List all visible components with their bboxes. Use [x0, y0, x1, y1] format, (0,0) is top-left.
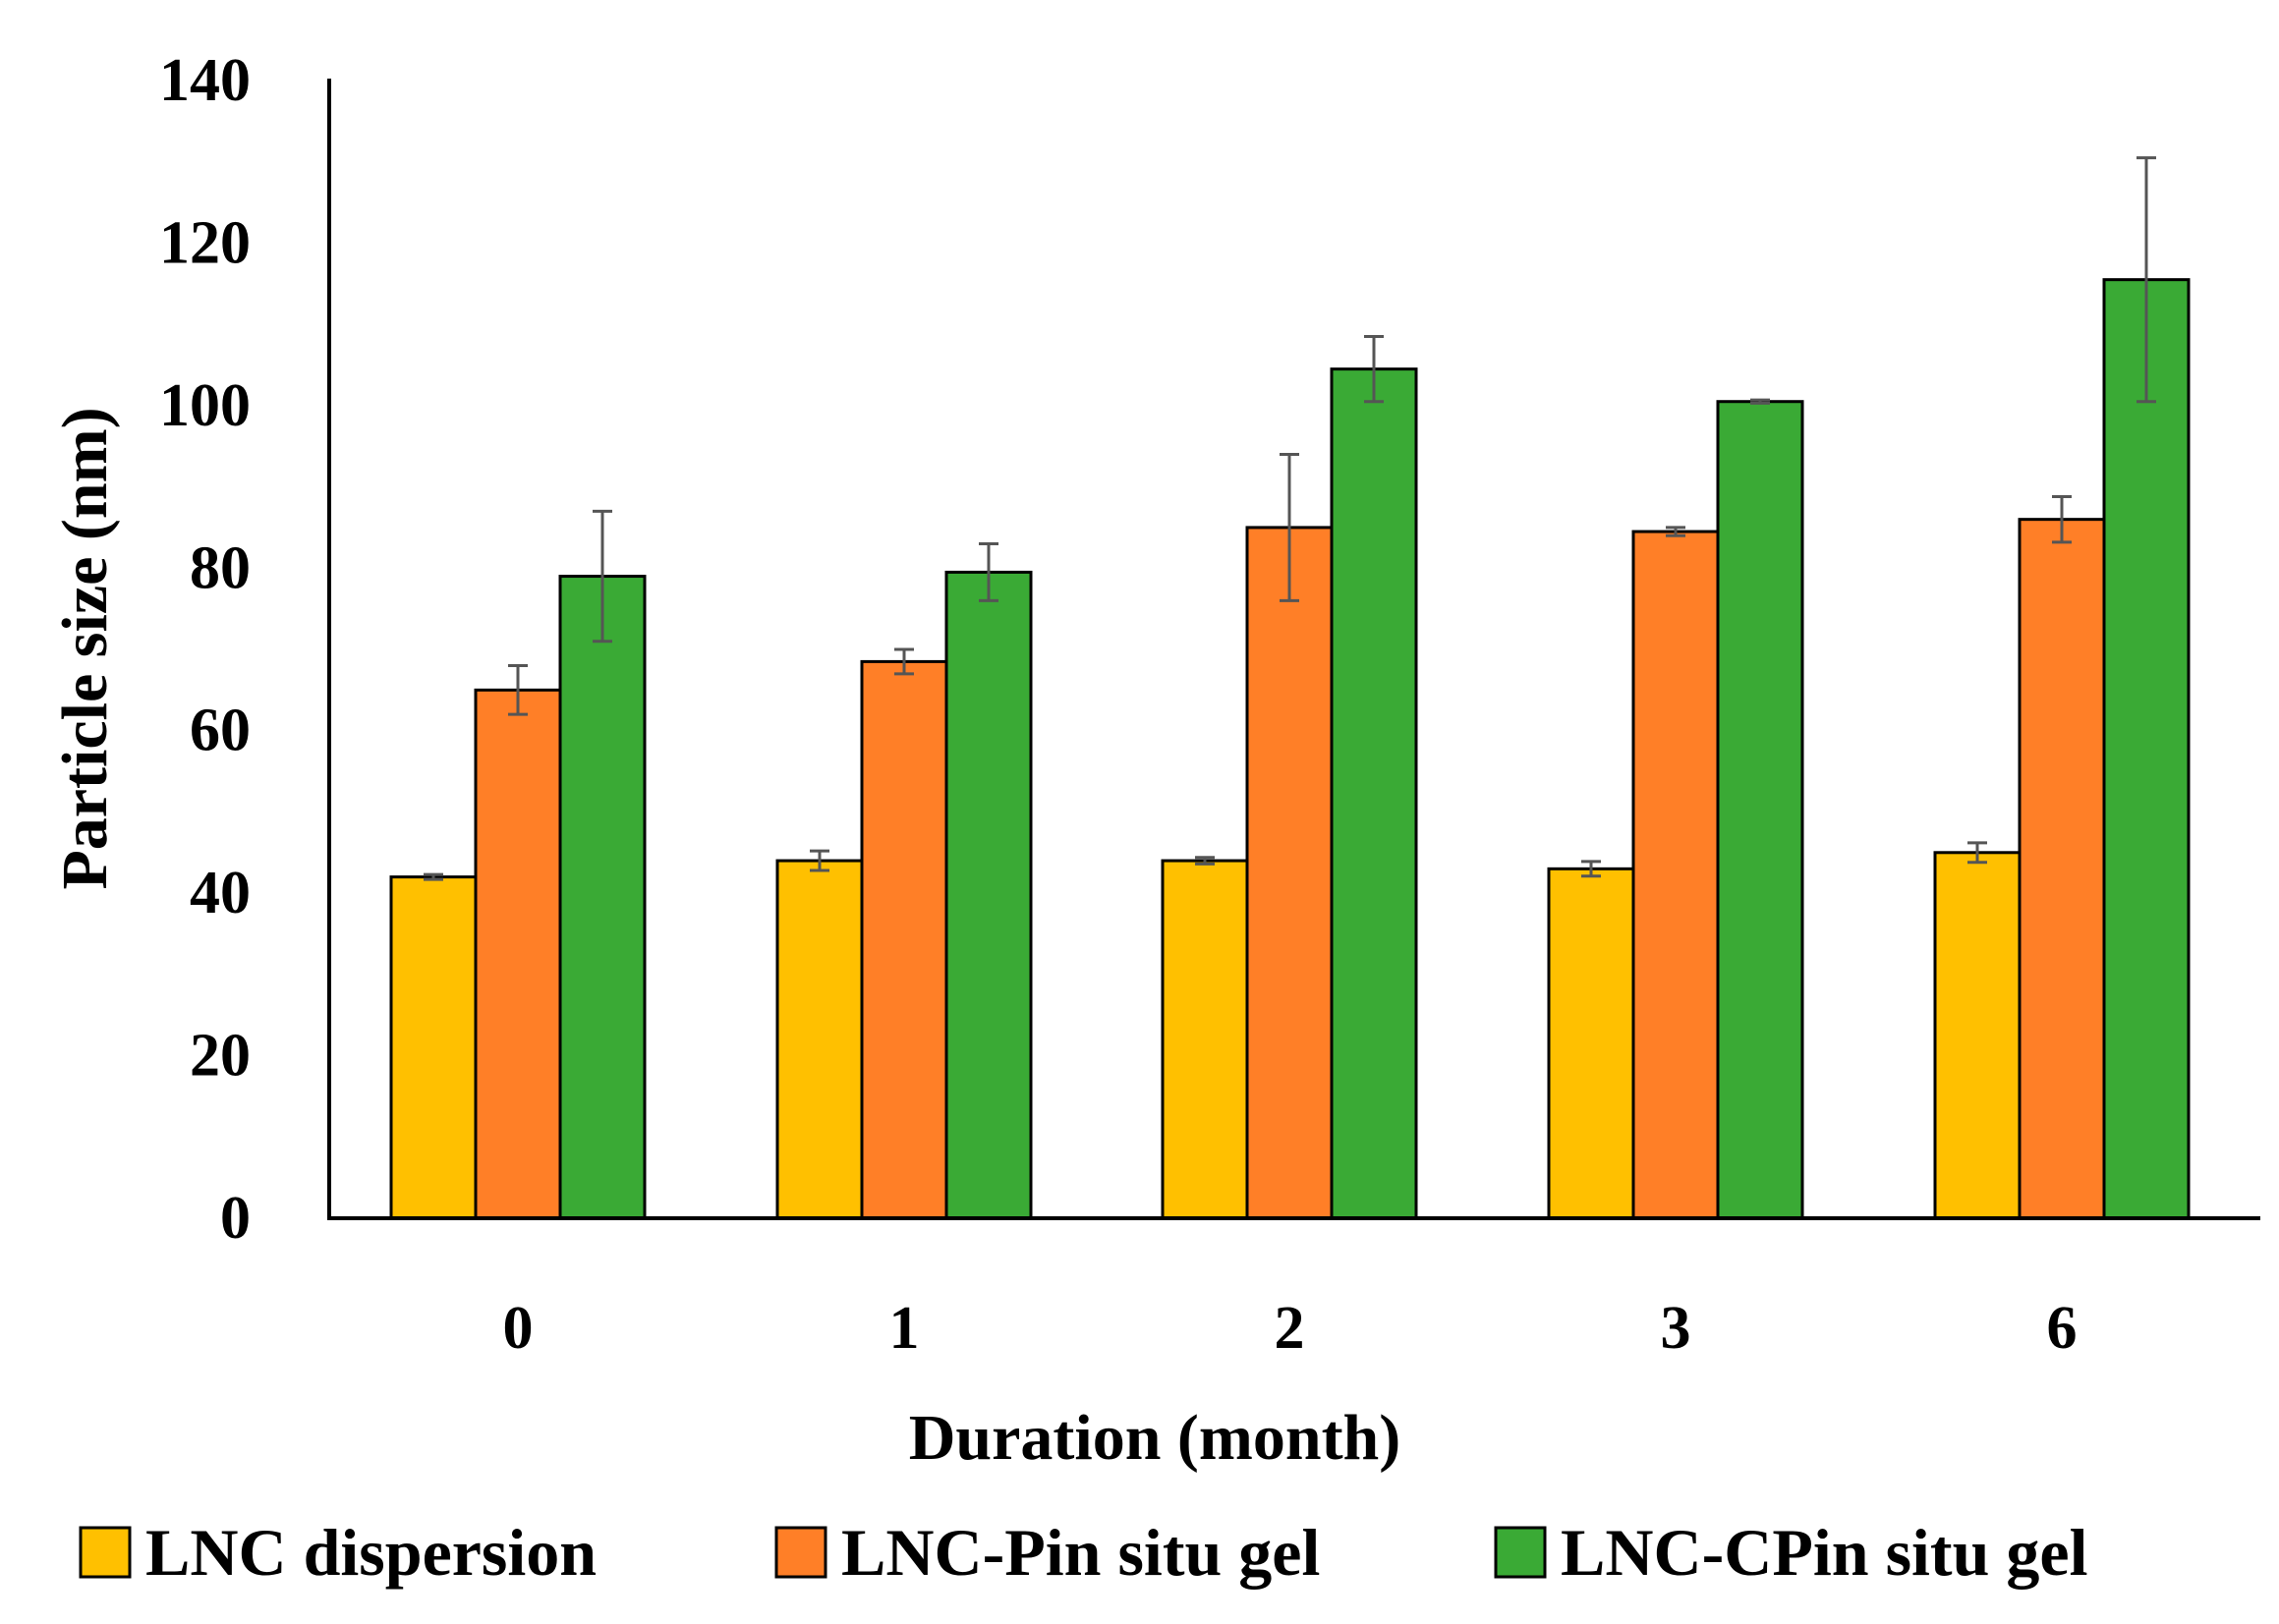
x-tick-label: 2	[1275, 1295, 1305, 1362]
bar	[558, 575, 647, 1220]
bar	[1631, 530, 1720, 1220]
bar	[1716, 400, 1804, 1220]
legend-label: LNC dispersion	[145, 1515, 597, 1590]
bar	[1245, 526, 1334, 1220]
bar	[1161, 859, 1249, 1220]
bar	[775, 859, 864, 1220]
x-tick-label: 6	[2047, 1295, 2078, 1362]
legend-swatch	[1494, 1526, 1547, 1579]
y-tick-label: 100	[159, 372, 251, 439]
y-tick-label: 60	[190, 698, 251, 764]
bar	[474, 688, 562, 1220]
y-axis-title: Particle size (nm)	[49, 407, 121, 889]
bar	[944, 570, 1033, 1220]
bar	[2018, 518, 2106, 1220]
y-tick-label: 120	[159, 209, 251, 276]
legend-swatch	[774, 1526, 827, 1579]
y-tick-label: 140	[159, 47, 251, 114]
legend-label: LNC-CPin situ gel	[1561, 1515, 2087, 1590]
bar	[860, 659, 948, 1220]
bar	[389, 875, 478, 1220]
y-tick-label: 80	[190, 534, 251, 601]
y-tick-label: 20	[190, 1023, 251, 1090]
x-tick-label: 0	[503, 1295, 534, 1362]
bar	[2102, 278, 2191, 1220]
bar	[1330, 367, 1418, 1220]
bar	[1933, 851, 2022, 1220]
y-tick-label: 0	[220, 1185, 251, 1252]
x-tick-label: 1	[889, 1295, 920, 1362]
legend-label: LNC-Pin situ gel	[841, 1515, 1320, 1590]
x-tick-label: 3	[1661, 1295, 1691, 1362]
legend-swatch	[79, 1526, 132, 1579]
y-tick-label: 40	[190, 860, 251, 926]
x-axis-title: Duration (month)	[909, 1402, 1401, 1474]
bar	[1547, 867, 1635, 1220]
